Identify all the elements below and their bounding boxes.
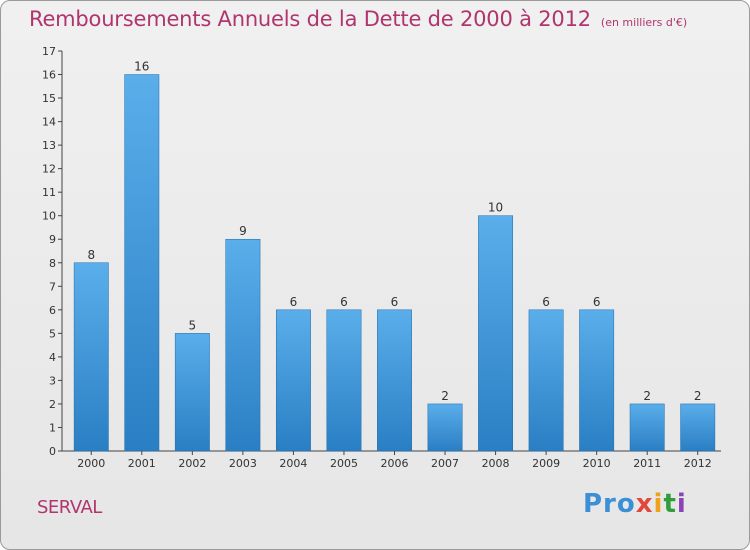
- logo-part-2: x: [635, 489, 654, 519]
- logo-part-1: Pro: [583, 489, 636, 519]
- y-tick-label: 3: [49, 374, 56, 387]
- y-tick-label: 11: [42, 186, 56, 199]
- x-tick-label-2011: 2011: [633, 457, 661, 470]
- place-name: SERVAL: [37, 497, 102, 518]
- logo-part-5: i: [676, 489, 687, 519]
- y-tick-label: 7: [49, 280, 56, 293]
- bar-2006: [377, 309, 412, 452]
- value-label-2010: 6: [593, 295, 601, 309]
- bar-2002: [174, 333, 210, 452]
- value-label-2009: 6: [542, 295, 550, 309]
- x-axis: 2000 2001 2002 2003 2004 2005 2006 2007 2008 2009…: [62, 450, 721, 470]
- bar-2009: [528, 309, 564, 452]
- x-tick-label-2012: 2012: [684, 457, 712, 470]
- y-tick-label: 1: [49, 421, 56, 434]
- x-tick-label-2009: 2009: [532, 457, 560, 470]
- bar-2011: [629, 403, 665, 452]
- bar-2010: [579, 309, 615, 452]
- value-label-2011: 2: [643, 389, 651, 403]
- value-label-2001: 16: [134, 60, 149, 74]
- logo-part-4: t: [663, 489, 677, 519]
- bar-2008: [478, 215, 514, 452]
- value-label-2004: 6: [290, 295, 298, 309]
- y-tick-label: 17: [42, 45, 56, 58]
- value-label-2006: 6: [391, 295, 399, 309]
- bar-2003: [225, 238, 261, 452]
- value-label-2007: 2: [441, 389, 449, 403]
- bar-2001: [124, 74, 160, 452]
- bar-2000: [73, 262, 109, 452]
- bar-2004: [275, 309, 311, 452]
- value-label-2012: 2: [694, 389, 702, 403]
- y-tick-label: 12: [42, 163, 56, 176]
- y-tick-label: 14: [42, 116, 56, 129]
- x-tick-label-2004: 2004: [279, 457, 307, 470]
- x-tick-label-2005: 2005: [330, 457, 358, 470]
- logo-part-3: i: [653, 489, 664, 519]
- bar-2007: [427, 403, 463, 452]
- y-tick-label: 5: [49, 327, 56, 340]
- x-tick-label-2006: 2006: [381, 457, 409, 470]
- y-tick-label: 13: [42, 139, 56, 152]
- y-tick-label: 6: [49, 304, 56, 317]
- x-tick-label-2000: 2000: [77, 457, 105, 470]
- value-label-2005: 6: [340, 295, 348, 309]
- y-tick-label: 9: [49, 233, 56, 246]
- proxiti-logo: Proxiti: [583, 489, 687, 519]
- y-tick-label: 8: [49, 257, 56, 270]
- x-tick-label-2008: 2008: [482, 457, 510, 470]
- x-tick-label-2002: 2002: [178, 457, 206, 470]
- bar-2012: [680, 403, 716, 452]
- bars: 8 16 5 9 6 6 6 2 10 6 6 2 2: [73, 60, 716, 452]
- y-tick-label: 4: [49, 351, 56, 364]
- x-tick-label-2010: 2010: [583, 457, 611, 470]
- bar-2005: [326, 309, 362, 452]
- value-label-2003: 9: [239, 224, 247, 238]
- value-label-2002: 5: [189, 318, 197, 332]
- y-tick-label: 0: [49, 445, 56, 458]
- chart-title: Remboursements Annuels de la Dette de 20…: [29, 7, 591, 31]
- value-label-2000: 8: [87, 248, 95, 262]
- value-label-2008: 10: [488, 201, 503, 215]
- x-tick-label-2001: 2001: [128, 457, 156, 470]
- y-tick-label: 15: [42, 92, 56, 105]
- x-tick-label-2007: 2007: [431, 457, 459, 470]
- x-tick-label-2003: 2003: [229, 457, 257, 470]
- title-row: Remboursements Annuels de la Dette de 20…: [29, 7, 687, 31]
- y-tick-label: 2: [49, 398, 56, 411]
- chart-subtitle: (en milliers d'€): [600, 16, 688, 29]
- y-tick-label: 10: [42, 210, 56, 223]
- y-tick-label: 16: [42, 69, 56, 82]
